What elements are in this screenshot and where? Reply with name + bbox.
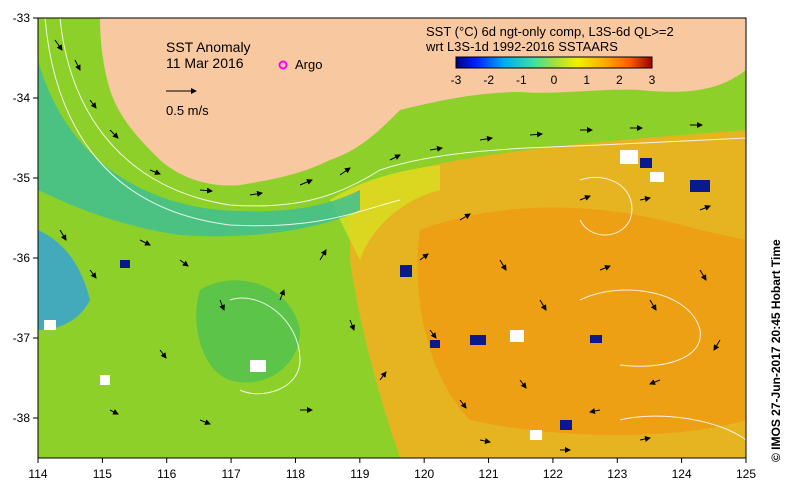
cool-western-region (38, 230, 90, 330)
argo-marker-icon (278, 60, 288, 70)
lon-tick-label: 125 (736, 467, 756, 481)
latitude-axis: -33 -34 -35 -36 -37 -38 (13, 11, 38, 425)
colorbar (455, 56, 653, 69)
map-date: 11 Mar 2016 (166, 55, 244, 71)
lat-tick-label: -38 (13, 411, 31, 425)
colorbar-tick-label: -3 (451, 73, 462, 87)
cold-patches (120, 158, 710, 430)
colorbar-title-line1: SST (°C) 6d ngt-only comp, L3S-6d QL>=2 (426, 24, 674, 39)
lat-tick-label: -35 (13, 171, 31, 185)
lon-tick-label: 122 (543, 467, 563, 481)
colorbar-ticks: -3 -2 -1 0 1 2 3 (451, 73, 656, 87)
lon-tick-label: 121 (479, 467, 499, 481)
colorbar-tick-label: 1 (583, 73, 590, 87)
sst-field (38, 18, 746, 458)
argo-label: Argo (295, 57, 322, 72)
colorbar-tick-label: -2 (483, 73, 494, 87)
lon-tick-label: 115 (93, 467, 112, 481)
lon-tick-label: 123 (607, 467, 627, 481)
lon-tick-label: 114 (28, 467, 47, 481)
transition-region (330, 165, 440, 260)
lat-tick-label: -36 (13, 251, 31, 265)
no-data-patches (44, 150, 664, 440)
colorbar-tick-label: 0 (551, 73, 558, 87)
lon-tick-label: 118 (286, 467, 305, 481)
lon-tick-label: 119 (350, 467, 369, 481)
longitude-axis: 114 115 116 117 118 119 120 121 122 123 124 125 (28, 458, 756, 481)
lat-tick-label: -34 (13, 91, 31, 105)
colorbar-tick-label: 3 (649, 73, 656, 87)
colorbar-tick-label: 2 (616, 73, 623, 87)
scale-label: 0.5 m/s (166, 103, 209, 118)
hot-anomaly-core (417, 207, 746, 435)
current-vectors (54, 39, 721, 453)
lon-tick-label: 116 (157, 467, 176, 481)
lat-tick-label: -37 (13, 331, 31, 345)
credit-text: © IMOS 27-Jun-2017 20:45 Hobart Time (769, 239, 783, 462)
bathymetry-contours (44, 18, 746, 441)
lon-tick-label: 117 (222, 467, 241, 481)
lon-tick-label: 120 (414, 467, 434, 481)
colorbar-tick-label: -1 (516, 73, 527, 87)
lat-tick-label: -33 (13, 11, 31, 25)
cool-coastal-band (38, 60, 360, 237)
plot-frame (37, 17, 747, 459)
lon-tick-label: 124 (672, 467, 692, 481)
colorbar-title-line2: wrt L3S-1d 1992-2016 SSTAARS (425, 39, 618, 54)
map-title: SST Anomaly (166, 39, 251, 55)
